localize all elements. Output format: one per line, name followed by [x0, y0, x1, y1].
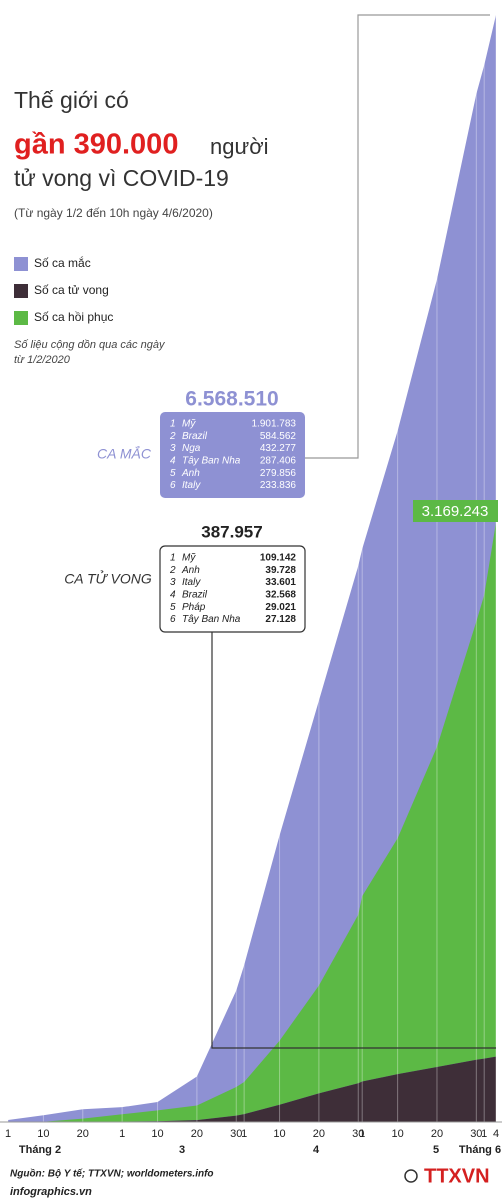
x-tick-label: 20 — [313, 1128, 325, 1140]
x-tick-label: 1 — [359, 1128, 365, 1140]
country: Anh — [181, 565, 200, 576]
box-label: CA TỬ VONG — [64, 570, 152, 587]
x-tick-label: 1 — [481, 1128, 487, 1140]
x-tick-label: 10 — [151, 1128, 163, 1140]
x-tick-label: 20 — [77, 1128, 89, 1140]
legend-swatch — [14, 284, 28, 298]
box-label: CA MẮC — [97, 445, 152, 462]
month-label: 5 — [433, 1144, 439, 1156]
legend-swatch — [14, 257, 28, 271]
country: Mỹ — [182, 419, 196, 430]
area — [8, 1056, 496, 1122]
count: 1.901.783 — [252, 419, 297, 430]
month-label: 3 — [179, 1144, 185, 1156]
month-label: 4 — [313, 1144, 320, 1156]
x-tick-label: 1 — [241, 1128, 247, 1140]
site: infographics.vn — [10, 1186, 92, 1198]
country: Mỹ — [182, 553, 196, 564]
area — [8, 15, 496, 1122]
x-tick-label: 10 — [391, 1128, 403, 1140]
x-tick-label: 20 — [191, 1128, 203, 1140]
country: Tây Ban Nha — [182, 456, 241, 467]
value-label: 3.169.243 — [422, 503, 489, 520]
country: Brazil — [182, 590, 208, 601]
count: 279.856 — [260, 468, 297, 479]
x-tick-label: 4 — [493, 1128, 499, 1140]
value-label-box — [413, 500, 498, 522]
title-line: Thế giới có — [14, 87, 129, 113]
country: Brazil — [182, 431, 208, 442]
count: 32.568 — [265, 590, 296, 601]
x-tick-label: 20 — [431, 1128, 443, 1140]
rank: 3 — [170, 443, 176, 454]
country: Tây Ban Nha — [182, 614, 241, 625]
legend-label: Số ca hồi phục — [34, 310, 113, 324]
rank: 5 — [170, 602, 176, 613]
connector — [211, 632, 496, 1049]
title-highlight: gần 390.000 — [14, 129, 178, 161]
title-line: người — [210, 134, 269, 159]
rank: 2 — [169, 431, 176, 442]
copyright-icon — [404, 1169, 418, 1183]
count: 109.142 — [260, 553, 297, 564]
country: Italy — [182, 577, 201, 588]
count: 33.601 — [265, 577, 296, 588]
rank: 6 — [170, 614, 176, 625]
value-label: 387.957 — [201, 522, 262, 541]
rank: 3 — [170, 577, 176, 588]
x-tick-label: 30 — [230, 1128, 242, 1140]
note: từ 1/2/2020 — [14, 354, 71, 366]
country: Anh — [181, 468, 200, 479]
subtitle: (Từ ngày 1/2 đến 10h ngày 4/6/2020) — [14, 206, 213, 220]
country: Italy — [182, 480, 201, 491]
rank: 6 — [170, 480, 176, 491]
source: Nguồn: Bộ Y tế; TTXVN; worldometers.info — [10, 1168, 214, 1180]
ranking-box — [159, 545, 306, 633]
country: Nga — [182, 443, 201, 454]
count: 27.128 — [265, 614, 296, 625]
rank: 1 — [170, 553, 176, 564]
x-tick-label: 1 — [5, 1128, 11, 1140]
count: 233.836 — [260, 480, 297, 491]
legend-swatch — [14, 311, 28, 325]
x-tick-label: 30 — [470, 1128, 482, 1140]
count: 39.728 — [265, 565, 296, 576]
x-tick-label: 10 — [273, 1128, 285, 1140]
x-tick-label: 1 — [119, 1128, 125, 1140]
rank: 4 — [170, 456, 176, 467]
rank: 2 — [169, 565, 176, 576]
x-tick-label: 10 — [37, 1128, 49, 1140]
connector — [305, 14, 490, 459]
ranking-box — [160, 412, 305, 498]
title-line: tử vong vì COVID-19 — [14, 165, 229, 191]
count: 29.021 — [265, 602, 296, 613]
rank: 4 — [170, 590, 176, 601]
legend-label: Số ca mắc — [34, 255, 91, 270]
rank: 1 — [170, 419, 176, 430]
month-label: Tháng 2 — [19, 1144, 61, 1156]
month-label: Tháng 6 — [459, 1144, 501, 1156]
count: 287.406 — [260, 456, 297, 467]
count: 584.562 — [260, 431, 297, 442]
legend-label: Số ca tử vong — [34, 283, 109, 297]
value-label: 6.568.510 — [185, 388, 278, 411]
area — [8, 522, 496, 1122]
logo: TTXVN — [424, 1165, 490, 1187]
rank: 5 — [170, 468, 176, 479]
count: 432.277 — [260, 443, 297, 454]
x-tick-label: 30 — [352, 1128, 364, 1140]
country: Pháp — [182, 602, 206, 613]
note: Số liệu cộng dồn qua các ngày — [14, 339, 166, 351]
